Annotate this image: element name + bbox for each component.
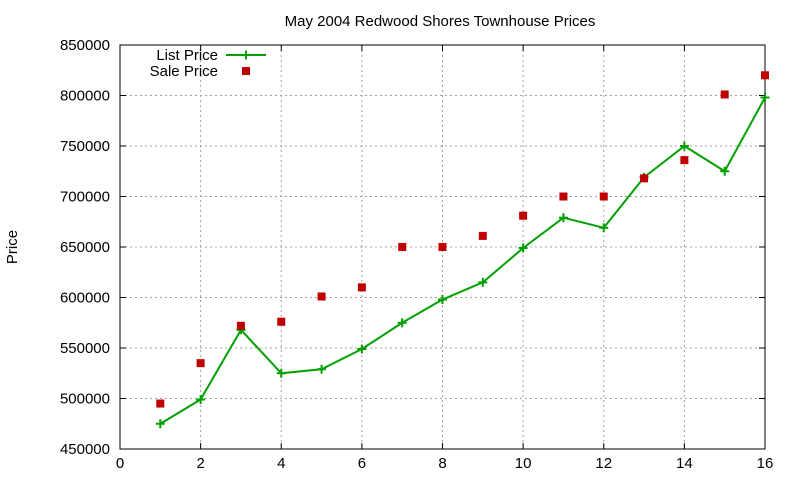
series-1 [156, 71, 769, 408]
data-point [760, 93, 770, 103]
data-point [155, 419, 165, 429]
x-axis: 0 2 4 6 8 10 12 14 16 [116, 45, 774, 472]
data-point [640, 174, 649, 183]
x-tick-label: 4 [277, 455, 285, 472]
chart-title: May 2004 Redwood Shores Townhouse Prices [285, 13, 596, 30]
y-tick-label: 450000 [60, 441, 110, 458]
data-point [599, 192, 608, 201]
data-point [438, 295, 447, 305]
series-group [155, 71, 770, 429]
y-tick-label: 550000 [60, 340, 110, 357]
legend-label: List Price [156, 47, 218, 64]
data-point [397, 318, 407, 328]
x-tick-label: 14 [676, 455, 693, 472]
data-point [277, 317, 286, 326]
data-point [357, 344, 367, 354]
data-point [236, 321, 245, 330]
y-tick-label: 500000 [60, 391, 110, 408]
data-point [720, 90, 729, 99]
y-tick-label: 600000 [60, 290, 110, 307]
data-point [519, 211, 528, 220]
data-point [156, 399, 165, 408]
legend-marker [241, 50, 251, 60]
y-tick-label: 750000 [60, 138, 110, 155]
y-tick-label: 700000 [60, 189, 110, 206]
data-point [398, 243, 407, 251]
series-line [159, 97, 766, 425]
x-tick-label: 6 [358, 455, 366, 472]
x-tick-label: 12 [595, 455, 612, 472]
series-0 [155, 93, 770, 429]
data-point [196, 395, 206, 405]
y-axis: 450000 500000 550000 600000 650000 700000 7500… [60, 37, 765, 458]
y-tick-label: 650000 [60, 239, 110, 256]
data-point [518, 243, 528, 253]
legend-label: Sale Price [150, 63, 218, 80]
legend-marker [242, 67, 250, 75]
data-point [720, 166, 730, 176]
data-point [599, 223, 609, 233]
data-point [478, 231, 487, 240]
y-axis-title: Price [4, 230, 21, 264]
x-tick-label: 10 [515, 455, 532, 472]
data-point [559, 192, 568, 201]
data-point [357, 283, 366, 292]
data-point [438, 243, 447, 251]
x-tick-label: 16 [757, 455, 774, 472]
y-tick-label: 800000 [60, 88, 110, 105]
x-tick-label: 2 [196, 455, 204, 472]
y-tick-label: 850000 [60, 37, 110, 54]
data-point [317, 364, 327, 374]
data-point [679, 141, 689, 151]
x-tick-label: 8 [438, 455, 446, 472]
x-tick-label: 0 [116, 455, 124, 472]
data-point [276, 368, 286, 378]
data-point [196, 359, 205, 368]
data-point [558, 213, 568, 223]
data-point [680, 156, 689, 165]
data-point [478, 277, 488, 287]
data-point [317, 292, 326, 301]
data-point [761, 71, 769, 80]
